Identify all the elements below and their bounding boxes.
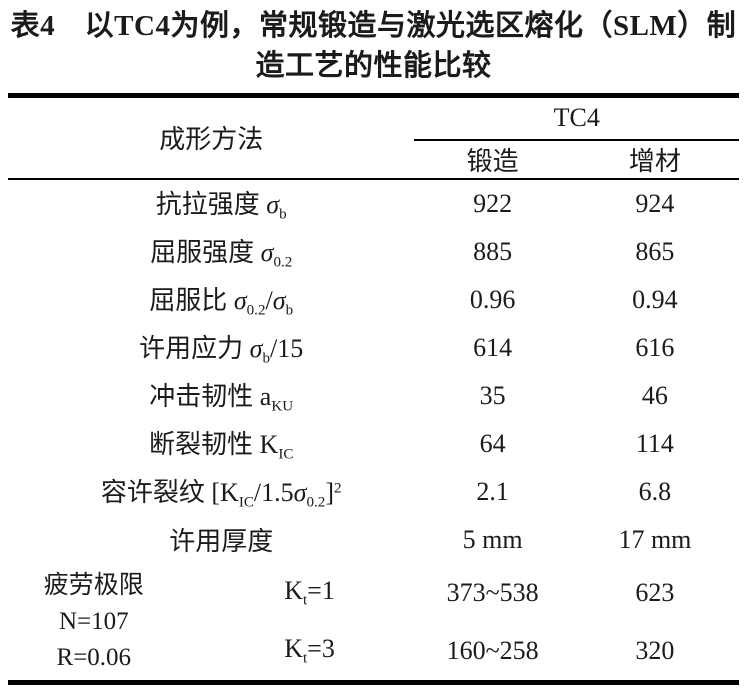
performance-comparison-table: 成形方法 TC4 锻造 增材 抗拉强度 σb 922 924 屈服强度 σ0.2…: [8, 93, 739, 685]
property-label-cell: 屈服强度 σ0.2: [150, 237, 293, 271]
table-row-tensile-strength: 抗拉强度 σb 922 924: [8, 179, 739, 228]
property-label-cell: 断裂韧性 KIC: [149, 429, 294, 463]
kt-label-cell: Kt=1: [284, 575, 335, 609]
forge-value-cell: 885: [473, 236, 513, 266]
am-value-cell: 6.8: [638, 476, 672, 506]
fatigue-limit-label-cell: 疲劳极限 N=107 R=0.06: [8, 564, 235, 683]
property-label-cell: 许用应力 σb/15: [139, 333, 304, 367]
header-tc4-group-cell: TC4: [414, 95, 739, 141]
am-value-cell: 865: [635, 236, 675, 266]
header-row-group: 成形方法 TC4: [8, 95, 739, 180]
kt-label-cell: Kt=3: [284, 633, 335, 667]
property-label-cell: 抗拉强度 σb: [155, 189, 287, 223]
am-value-cell: 17 mm: [618, 524, 692, 554]
am-value-cell: 0.94: [632, 284, 678, 314]
table-row-impact-toughness: 冲击韧性 aKU 35 46: [8, 372, 739, 420]
forge-value-cell: 35: [479, 380, 506, 410]
property-label-cell: 容许裂纹 [KIC/1.5σ0.2]2: [100, 477, 342, 511]
header-row-columns: 锻造 增材: [8, 139, 739, 180]
forge-value-cell: 160~258: [446, 635, 539, 665]
header-method-cell: 成形方法: [8, 95, 415, 180]
property-label-cell: 许用厚度: [169, 527, 274, 556]
table-row-fatigue-kt1: 疲劳极限 N=107 R=0.06 Kt=1 373~538 623: [8, 564, 739, 671]
am-value-cell: 616: [635, 332, 675, 362]
forge-value-cell: 64: [479, 428, 506, 458]
table-caption: 表4 以TC4为例，常规锻造与激光选区熔化（SLM）制 造工艺的性能比较: [8, 6, 739, 86]
property-label-cell: 屈服比 σ0.2/σb: [149, 285, 294, 319]
forge-value-cell: 373~538: [446, 577, 539, 607]
am-value-cell: 623: [635, 577, 675, 607]
forge-value-cell: 5 mm: [462, 524, 523, 554]
fatigue-label-line: R=0.06: [56, 643, 132, 671]
am-value-cell: 46: [641, 380, 668, 410]
forge-value-cell: 614: [473, 332, 513, 362]
am-value-cell: 320: [635, 635, 675, 665]
fatigue-label-line: 疲劳极限: [43, 571, 144, 599]
table-row-allowable-stress: 许用应力 σb/15 614 616: [8, 324, 739, 372]
table-row-fracture-toughness: 断裂韧性 KIC 64 114: [8, 420, 739, 468]
property-label-cell: 冲击韧性 aKU: [149, 381, 294, 415]
caption-line-2: 造工艺的性能比较: [255, 50, 492, 82]
header-forge-cell: 锻造: [414, 139, 571, 180]
forge-value-cell: 0.96: [469, 284, 516, 314]
am-value-cell: 924: [635, 188, 675, 218]
caption-line-1: 表4 以TC4为例，常规锻造与激光选区熔化（SLM）制: [10, 10, 737, 42]
forge-value-cell: 922: [473, 188, 513, 218]
table-row-yield-strength: 屈服强度 σ0.2 885 865: [8, 228, 739, 276]
header-am-cell: 增材: [570, 139, 739, 180]
fatigue-label-line: N=107: [58, 607, 129, 635]
table-row-allowable-thickness: 许用厚度 5 mm 17 mm: [8, 516, 739, 564]
forge-value-cell: 2.1: [476, 476, 509, 506]
am-value-cell: 114: [635, 428, 674, 458]
table-row-allowable-crack: 容许裂纹 [KIC/1.5σ0.2]2 2.1 6.8: [8, 468, 739, 516]
table-row-yield-ratio: 屈服比 σ0.2/σb 0.96 0.94: [8, 276, 739, 324]
table-row-fatigue-kt3: Kt=3 160~258 320: [8, 622, 739, 683]
